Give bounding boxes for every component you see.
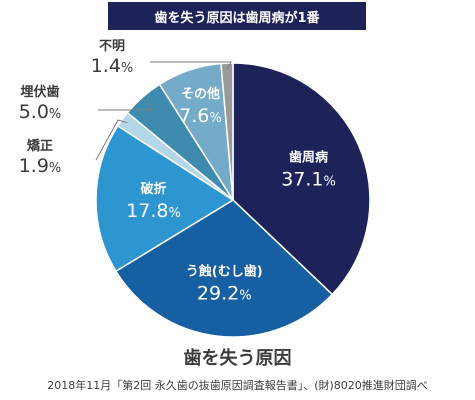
- slice-label-埋伏歯: 埋伏歯: [20, 84, 59, 100]
- chart-subtitle: 歯を失う原因: [183, 348, 292, 369]
- pie-slice-歯周病: [232, 62, 371, 296]
- slice-value-矯正: 1.9%: [19, 155, 62, 177]
- slice-value-う蝕むし歯: 29.2%: [197, 283, 252, 305]
- slice-label-歯周病: 歯周病: [289, 150, 328, 166]
- chart-source-note: 2018年11月「第2回 永久歯の抜歯原因調査報告書」、(財)8020推進財団調…: [47, 379, 428, 392]
- pie-slice-う蝕むし歯: [114, 199, 334, 338]
- slice-value-その他: 7.6%: [179, 105, 222, 127]
- slice-value-破折: 17.8%: [126, 200, 181, 222]
- pie-slice-不明: [220, 62, 234, 201]
- slice-label-矯正: 矯正: [27, 138, 53, 154]
- leader-line-埋伏歯: [98, 101, 153, 111]
- leader-line-不明: [150, 61, 232, 70]
- slice-label-う蝕むし歯: う蝕(むし歯): [186, 264, 263, 280]
- slice-label-破折: 破折: [141, 181, 167, 197]
- slice-label-その他: その他: [181, 86, 220, 102]
- slice-value-不明: 1.4%: [91, 55, 134, 77]
- chart-title-banner: 歯を失う原因は歯周病が1番: [108, 2, 366, 30]
- slice-value-埋伏歯: 5.0%: [19, 101, 62, 123]
- pie-slice-破折: [95, 124, 235, 273]
- slice-label-不明: 不明: [99, 39, 125, 54]
- slice-value-歯周病: 37.1%: [281, 169, 336, 191]
- leader-line-矯正: [95, 119, 128, 161]
